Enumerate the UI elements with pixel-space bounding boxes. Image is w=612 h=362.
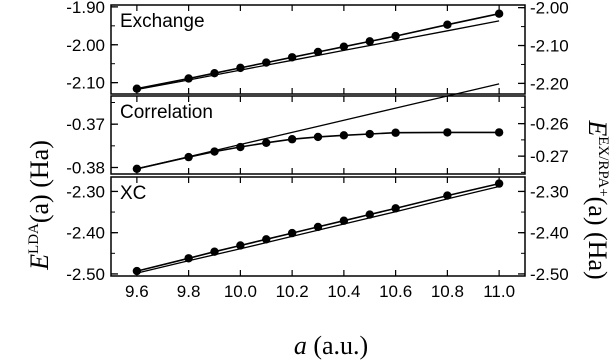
data-point <box>494 128 504 137</box>
x-axis-title: a (a.u.) <box>294 331 368 360</box>
left-tick-label: -2.00 <box>66 36 105 55</box>
data-point <box>262 138 271 147</box>
data-point <box>132 164 142 173</box>
x-tick-label: 10.6 <box>379 282 412 301</box>
data-point <box>236 241 245 250</box>
x-tick-label: 10.8 <box>431 282 464 301</box>
left-tick-label: -2.10 <box>66 74 105 93</box>
data-point <box>313 132 323 142</box>
right-tick-label: -2.20 <box>530 74 569 93</box>
left-tick-label: -0.37 <box>66 115 105 134</box>
data-point <box>365 210 374 219</box>
x-tick-label: 10.2 <box>276 282 309 301</box>
series-line-ex-rpa <box>136 12 500 90</box>
panel-label: Exchange <box>120 11 205 32</box>
series-line-ex-rpa <box>136 131 500 170</box>
right-tick-label: -0.27 <box>530 147 569 166</box>
data-point <box>339 42 349 51</box>
data-point <box>210 68 219 78</box>
data-point <box>391 31 400 41</box>
x-tick-label: 10.0 <box>224 282 257 301</box>
panel-label: XC <box>120 183 146 204</box>
left-tick-label: -2.30 <box>66 182 105 201</box>
data-point <box>313 222 323 232</box>
data-point <box>494 9 504 18</box>
y-axis-right-title: EEX/RPA+(a) (Ha) <box>583 119 612 279</box>
data-point <box>262 58 271 67</box>
data-point <box>339 131 349 140</box>
data-point <box>184 152 193 162</box>
right-tick-label: -2.00 <box>530 0 569 18</box>
chart-panels: Exchange-1.90-2.00-2.10-2.00-2.10-2.20Co… <box>66 0 569 284</box>
data-point <box>236 63 245 73</box>
data-point <box>494 179 504 188</box>
panel-3: XC -2.30 -2.40 -2.50 -2.30 -2.40 -2.50 <box>66 176 569 284</box>
data-point <box>287 135 297 144</box>
data-point <box>443 20 452 29</box>
data-point <box>443 191 452 200</box>
data-point <box>210 247 219 256</box>
y-axis-left-title: ELDA(a) (Ha) <box>25 140 54 271</box>
data-point <box>365 37 374 46</box>
right-tick-label: -0.26 <box>530 115 569 134</box>
data-point <box>236 142 245 152</box>
data-point <box>184 254 193 263</box>
data-point <box>339 216 349 225</box>
data-point <box>132 266 142 276</box>
left-tick-label: -2.40 <box>66 224 105 243</box>
x-tick-label: 10.4 <box>327 282 360 301</box>
right-tick-label: -2.10 <box>530 37 569 56</box>
x-tick-label: 9.8 <box>177 282 201 301</box>
data-point <box>391 128 400 137</box>
left-tick-label: -1.90 <box>66 0 105 17</box>
panel-frame <box>110 95 526 175</box>
data-point <box>391 204 400 213</box>
data-point <box>313 47 323 57</box>
data-point <box>210 147 219 156</box>
data-point <box>287 228 297 238</box>
right-tick-label: -2.50 <box>530 265 569 284</box>
series-line-ex-rpa <box>136 182 500 272</box>
x-tick-label: 11.0 <box>483 282 515 301</box>
data-point <box>132 84 142 93</box>
x-axis: 9.6 9.8 10.0 10.2 10.4 10.6 10.8 11.0 <box>125 282 515 301</box>
panel-frame <box>110 176 526 277</box>
panel-frame <box>110 4 526 95</box>
data-point <box>262 235 271 244</box>
data-point <box>365 129 374 139</box>
right-tick-label: -2.40 <box>530 224 569 243</box>
panel-label: Correlation <box>120 102 213 123</box>
left-tick-label: -2.50 <box>66 265 105 284</box>
data-point <box>184 74 193 83</box>
panel-2: Correlation -0.37 -0.38 -0.26 -0.27 <box>66 83 569 178</box>
panel-1: Exchange -1.90 -2.00 -2.10 -2.00 -2.10 -2.20 <box>66 0 569 95</box>
right-tick-label: -2.30 <box>530 182 569 201</box>
x-tick-label: 9.6 <box>125 282 149 301</box>
left-tick-label: -0.38 <box>66 159 105 178</box>
data-point <box>287 53 297 62</box>
data-point <box>443 128 452 137</box>
